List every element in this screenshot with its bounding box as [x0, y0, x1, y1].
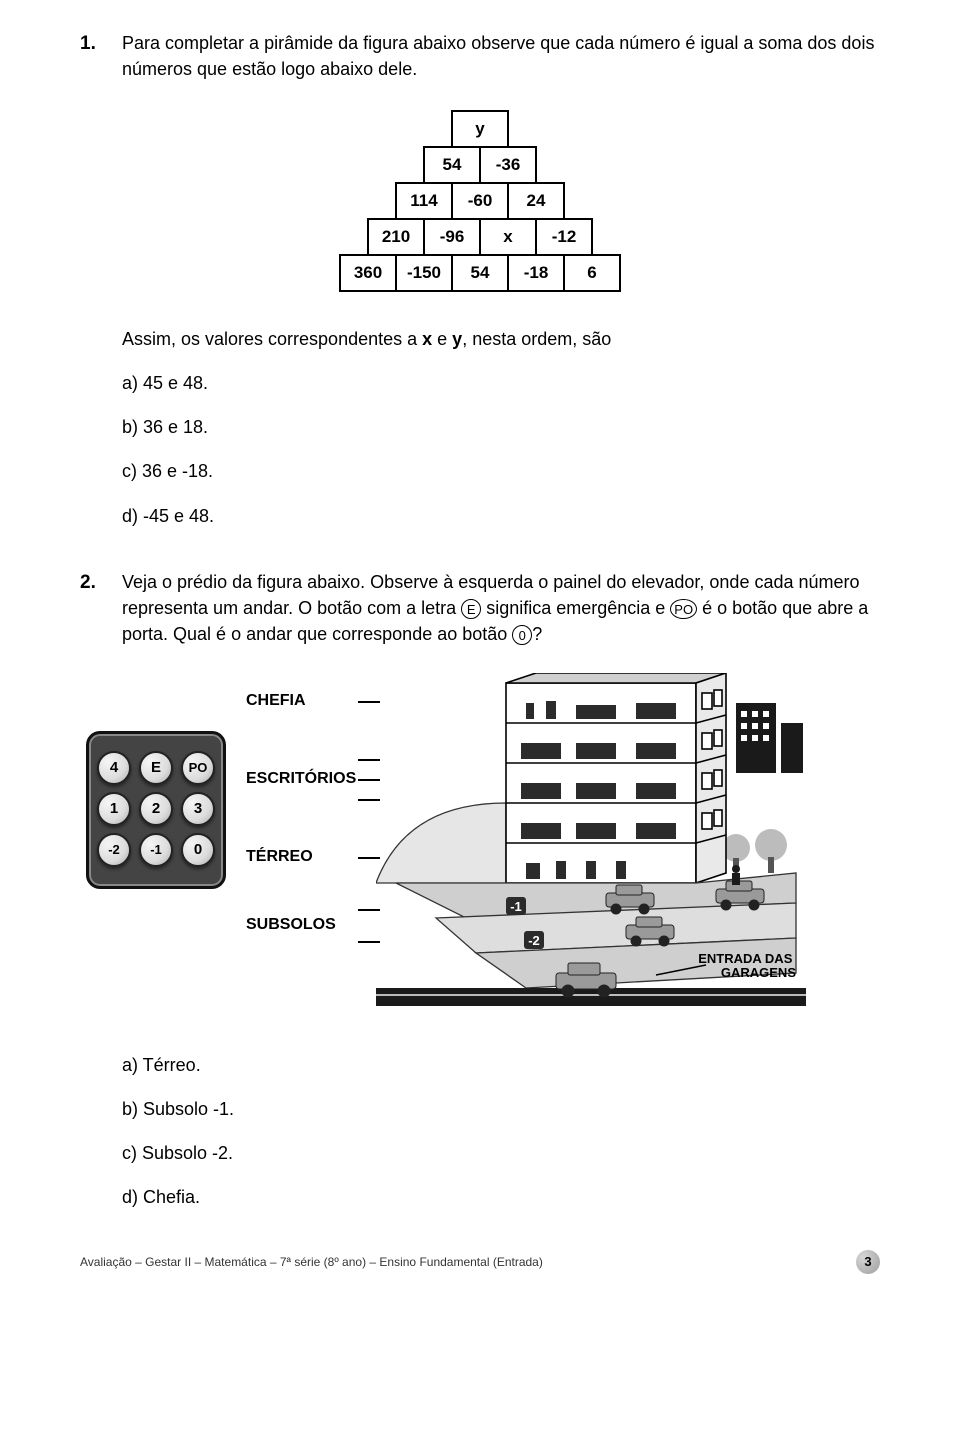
q2-option-c: c) Subsolo -2. — [122, 1140, 880, 1166]
q1-option-d: d) -45 e 48. — [122, 503, 880, 529]
question-2: 2. Veja o prédio da figura abaixo. Obser… — [80, 569, 880, 1211]
pyramid-row-2: 114 -60 24 — [395, 184, 565, 220]
panel-row-0: 4 E PO — [97, 751, 215, 785]
q2-figure: 4 E PO 1 2 3 -2 -1 0 CHEFIA ESCRITÓRIOS — [86, 673, 880, 1020]
building-illustration: -1 -2 ENTRADA DAS GARAGENS — [376, 673, 880, 1020]
pyramid-row-1: 54 -36 — [423, 148, 537, 184]
pyramid-cell: 114 — [395, 182, 453, 220]
circled-zero-icon: 0 — [512, 625, 532, 645]
panel-btn: PO — [181, 751, 215, 785]
pyramid-cell: -60 — [451, 182, 509, 220]
q2-number: 2. — [80, 569, 122, 647]
q2-options: a) Térreo. b) Subsolo -1. c) Subsolo -2.… — [122, 1052, 880, 1210]
pyramid-cell: -12 — [535, 218, 593, 256]
label-subsolos: SUBSOLOS — [246, 885, 356, 965]
pyramid-cell: y — [451, 110, 509, 148]
pyramid-row-4: 360 -150 54 -18 6 — [339, 256, 621, 292]
q2-option-d: d) Chefia. — [122, 1184, 880, 1210]
pyramid-cell: 54 — [423, 146, 481, 184]
q2-text: Veja o prédio da figura abaixo. Observe … — [122, 569, 880, 647]
q1-lead-mid: e — [432, 329, 452, 349]
q1-option-c: c) 36 e -18. — [122, 458, 880, 484]
q1-option-a: a) 45 e 48. — [122, 370, 880, 396]
pyramid-cell: 24 — [507, 182, 565, 220]
label-escritorios: ESCRITÓRIOS — [246, 729, 356, 829]
panel-btn: -2 — [97, 833, 131, 867]
pyramid-row-3: 210 -96 x -12 — [367, 220, 593, 256]
pyramid-cell: 6 — [563, 254, 621, 292]
page-footer: Avaliação – Gestar II – Matemática – 7ª … — [80, 1250, 880, 1274]
question-2-row: 2. Veja o prédio da figura abaixo. Obser… — [80, 569, 880, 647]
pyramid-cell: 360 — [339, 254, 397, 292]
pyramid-cell: x — [479, 218, 537, 256]
panel-btn: -1 — [139, 833, 173, 867]
elevator-panel: 4 E PO 1 2 3 -2 -1 0 — [86, 731, 226, 889]
label-chefia-text: CHEFIA — [246, 689, 306, 712]
sub-badge-2: -2 — [528, 933, 540, 948]
question-1: 1. Para completar a pirâmide da figura a… — [80, 30, 880, 529]
q2-text-b: significa emergência e — [481, 598, 670, 618]
q1-lead-y: y — [452, 329, 462, 349]
entrada-line2: GARAGENS — [721, 965, 796, 980]
pyramid-cell: -150 — [395, 254, 453, 292]
panel-btn: 2 — [139, 792, 173, 826]
q1-number: 1. — [80, 30, 122, 82]
pyramid-row-0: y — [451, 112, 509, 148]
sub-badge-1: -1 — [510, 899, 522, 914]
footer-text: Avaliação – Gestar II – Matemática – 7ª … — [80, 1254, 543, 1271]
q2-option-b: b) Subsolo -1. — [122, 1096, 880, 1122]
circled-e-icon: E — [461, 599, 481, 619]
page-number: 3 — [856, 1250, 880, 1274]
pyramid-cell: 54 — [451, 254, 509, 292]
label-terreo-text: TÉRREO — [246, 845, 313, 868]
q2-text-d: ? — [532, 624, 542, 644]
pyramid-cell: -96 — [423, 218, 481, 256]
label-escritorios-text: ESCRITÓRIOS — [246, 767, 356, 790]
panel-btn: 3 — [181, 792, 215, 826]
q1-lead-x: x — [422, 329, 432, 349]
question-1-row: 1. Para completar a pirâmide da figura a… — [80, 30, 880, 82]
q2-option-a: a) Térreo. — [122, 1052, 880, 1078]
pyramid-figure: y 54 -36 114 -60 24 210 -96 x -12 360 -1… — [80, 112, 880, 292]
panel-btn: 0 — [181, 833, 215, 867]
q1-lead: Assim, os valores correspondentes a x e … — [122, 326, 880, 352]
panel-row-2: -2 -1 0 — [97, 833, 215, 867]
circled-po-icon: PO — [670, 599, 697, 619]
panel-row-1: 1 2 3 — [97, 792, 215, 826]
pyramid-cell: -36 — [479, 146, 537, 184]
panel-btn: E — [139, 751, 173, 785]
q1-options: a) 45 e 48. b) 36 e 18. c) 36 e -18. d) … — [122, 370, 880, 528]
panel-btn: 4 — [97, 751, 131, 785]
pyramid-cell: -18 — [507, 254, 565, 292]
panel-btn: 1 — [97, 792, 131, 826]
pyramid: y 54 -36 114 -60 24 210 -96 x -12 360 -1… — [339, 112, 621, 292]
q1-lead-a: Assim, os valores correspondentes a — [122, 329, 422, 349]
label-subsolos-text: SUBSOLOS — [246, 913, 336, 936]
pyramid-cell: 210 — [367, 218, 425, 256]
label-chefia: CHEFIA — [246, 673, 356, 729]
q1-lead-b: , nesta ordem, são — [462, 329, 611, 349]
floor-labels: CHEFIA ESCRITÓRIOS TÉRREO SUBSOLOS — [246, 673, 356, 965]
label-terreo: TÉRREO — [246, 829, 356, 885]
entrada-line1: ENTRADA DAS — [698, 951, 792, 966]
q1-text: Para completar a pirâmide da figura abai… — [122, 30, 880, 82]
building-svg: -1 -2 ENTRADA DAS GARAGENS — [376, 673, 806, 1013]
q1-option-b: b) 36 e 18. — [122, 414, 880, 440]
